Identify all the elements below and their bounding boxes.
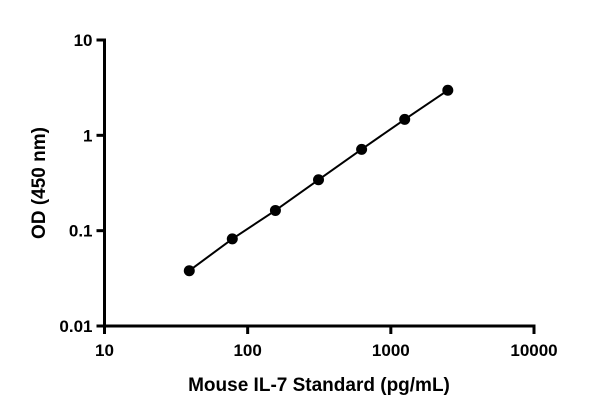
axes: 10 100 1000 10000 0.01 0.1 1 10 <box>59 31 557 360</box>
data-point <box>442 84 454 96</box>
data-point <box>269 204 281 216</box>
data-point <box>313 174 325 186</box>
x-tick-label: 1000 <box>372 341 410 360</box>
data-point <box>399 113 411 125</box>
data-marks <box>183 84 454 277</box>
data-point <box>356 143 368 155</box>
data-point <box>226 233 238 245</box>
x-tick-label: 10 <box>95 341 114 360</box>
y-tick-label: 1 <box>83 126 92 145</box>
data-point <box>183 265 195 277</box>
y-tick-label: 0.1 <box>69 222 93 241</box>
x-axis-title: Mouse IL-7 Standard (pg/mL) <box>188 375 450 396</box>
y-tick-label: 0.01 <box>59 317 92 336</box>
y-tick-label: 10 <box>74 31 93 50</box>
y-axis-title: OD (450 nm) <box>29 127 50 239</box>
x-tick-label: 10000 <box>510 341 557 360</box>
x-tick-label: 100 <box>233 341 261 360</box>
